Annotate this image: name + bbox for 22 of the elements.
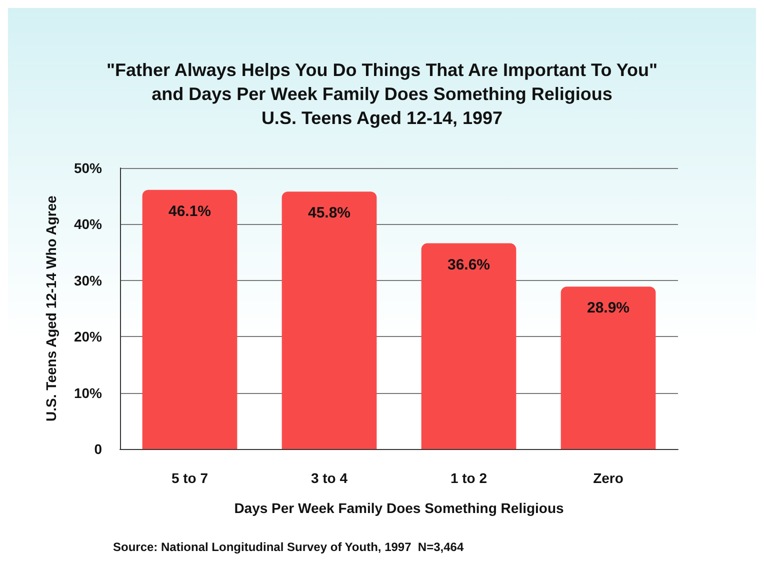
bar [282,192,377,449]
y-axis-title: U.S. Teens Aged 12-14 Who Agree [43,195,59,422]
x-tick-label: 1 to 2 [450,470,488,486]
y-tick-label: 50% [74,160,103,176]
x-tick-label: 3 to 4 [310,470,348,486]
data-label: 36.6% [447,256,490,274]
y-tick-label: 20% [74,328,103,345]
data-label: 46.1% [168,202,212,220]
x-axis-title: Days Per Week Family Does Something Religious [234,500,564,516]
x-tick-label: Zero [593,470,624,486]
bar [560,286,656,449]
y-tick-label: 0 [94,441,102,457]
y-tick-label: 10% [74,384,103,401]
source-note: Source: National Longitudinal Survey of Youth, 1997 N=3,464 [113,540,464,554]
y-tick-label: 40% [74,216,103,232]
y-tick-label: 30% [74,272,103,288]
data-label: 45.8% [308,204,351,222]
bar [421,243,516,449]
x-tick-label: 5 to 7 [171,470,208,486]
bar [142,190,238,449]
chart-title: "Father Always Helps You Do Things That Are Important To You" and Days Per Week Family Does Something Religious U.S. Teens Aged 12-14, 1997 [106,60,658,128]
data-label: 28.9% [586,300,630,317]
